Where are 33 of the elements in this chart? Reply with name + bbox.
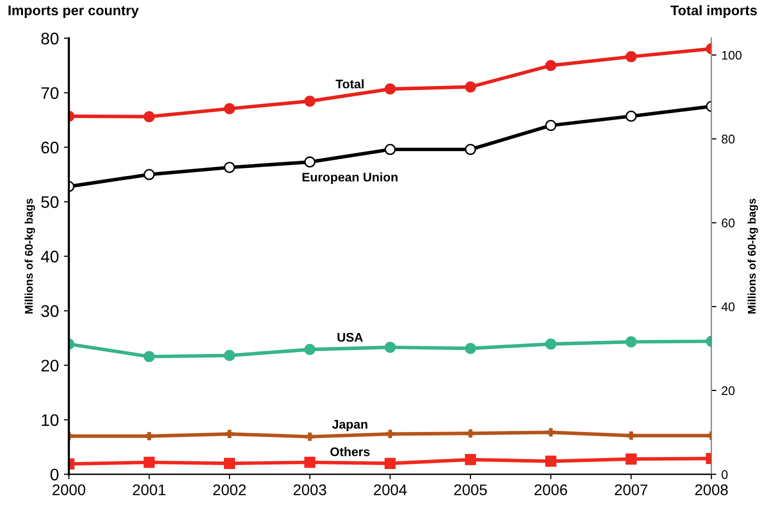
series-label: European Union xyxy=(302,172,398,184)
text: Imports per country xyxy=(8,6,139,18)
x-tick-label: 2007 xyxy=(614,484,648,496)
y-tick-label: 50 xyxy=(41,196,58,208)
y2-tick-label: 40 xyxy=(721,302,735,312)
y2-tick-label: 100 xyxy=(722,50,742,60)
y-tick-label: 10 xyxy=(42,414,58,426)
series-label: USA xyxy=(338,332,363,342)
text: Total imports xyxy=(670,5,757,18)
series-label: Total xyxy=(336,79,364,88)
x-tick-label: 2002 xyxy=(213,484,246,496)
series-label: Others xyxy=(330,447,370,456)
y-tick-label: 70 xyxy=(41,87,58,99)
y-tick-label: 40 xyxy=(40,250,58,262)
x-tick-label: 2008 xyxy=(695,484,728,496)
y-tick-label: 30 xyxy=(41,305,58,317)
x-tick-label: 2000 xyxy=(52,484,86,496)
series-label: Japan xyxy=(332,420,368,432)
y2-tick-label: 80 xyxy=(722,134,735,144)
x-tick-label: 2001 xyxy=(132,484,166,496)
x-tick-label: 2003 xyxy=(294,484,326,496)
y-tick-label: 20 xyxy=(41,360,58,372)
y-tick-label: 80 xyxy=(41,32,58,44)
y-axis-title: Millions of 60-kg bags xyxy=(24,198,36,314)
x-tick-label: 2004 xyxy=(374,484,407,496)
y2-tick-label: 60 xyxy=(722,218,735,228)
y2-tick-label: 0 xyxy=(722,470,728,479)
x-tick-label: 2006 xyxy=(534,484,568,496)
y2-axis-title: Millions of 60-kg bags xyxy=(748,198,758,314)
y2-tick-label: 20 xyxy=(722,386,735,396)
y-tick-label: 60 xyxy=(41,142,58,154)
y-tick-label: 0 xyxy=(50,468,58,481)
x-tick-label: 2005 xyxy=(454,484,487,496)
